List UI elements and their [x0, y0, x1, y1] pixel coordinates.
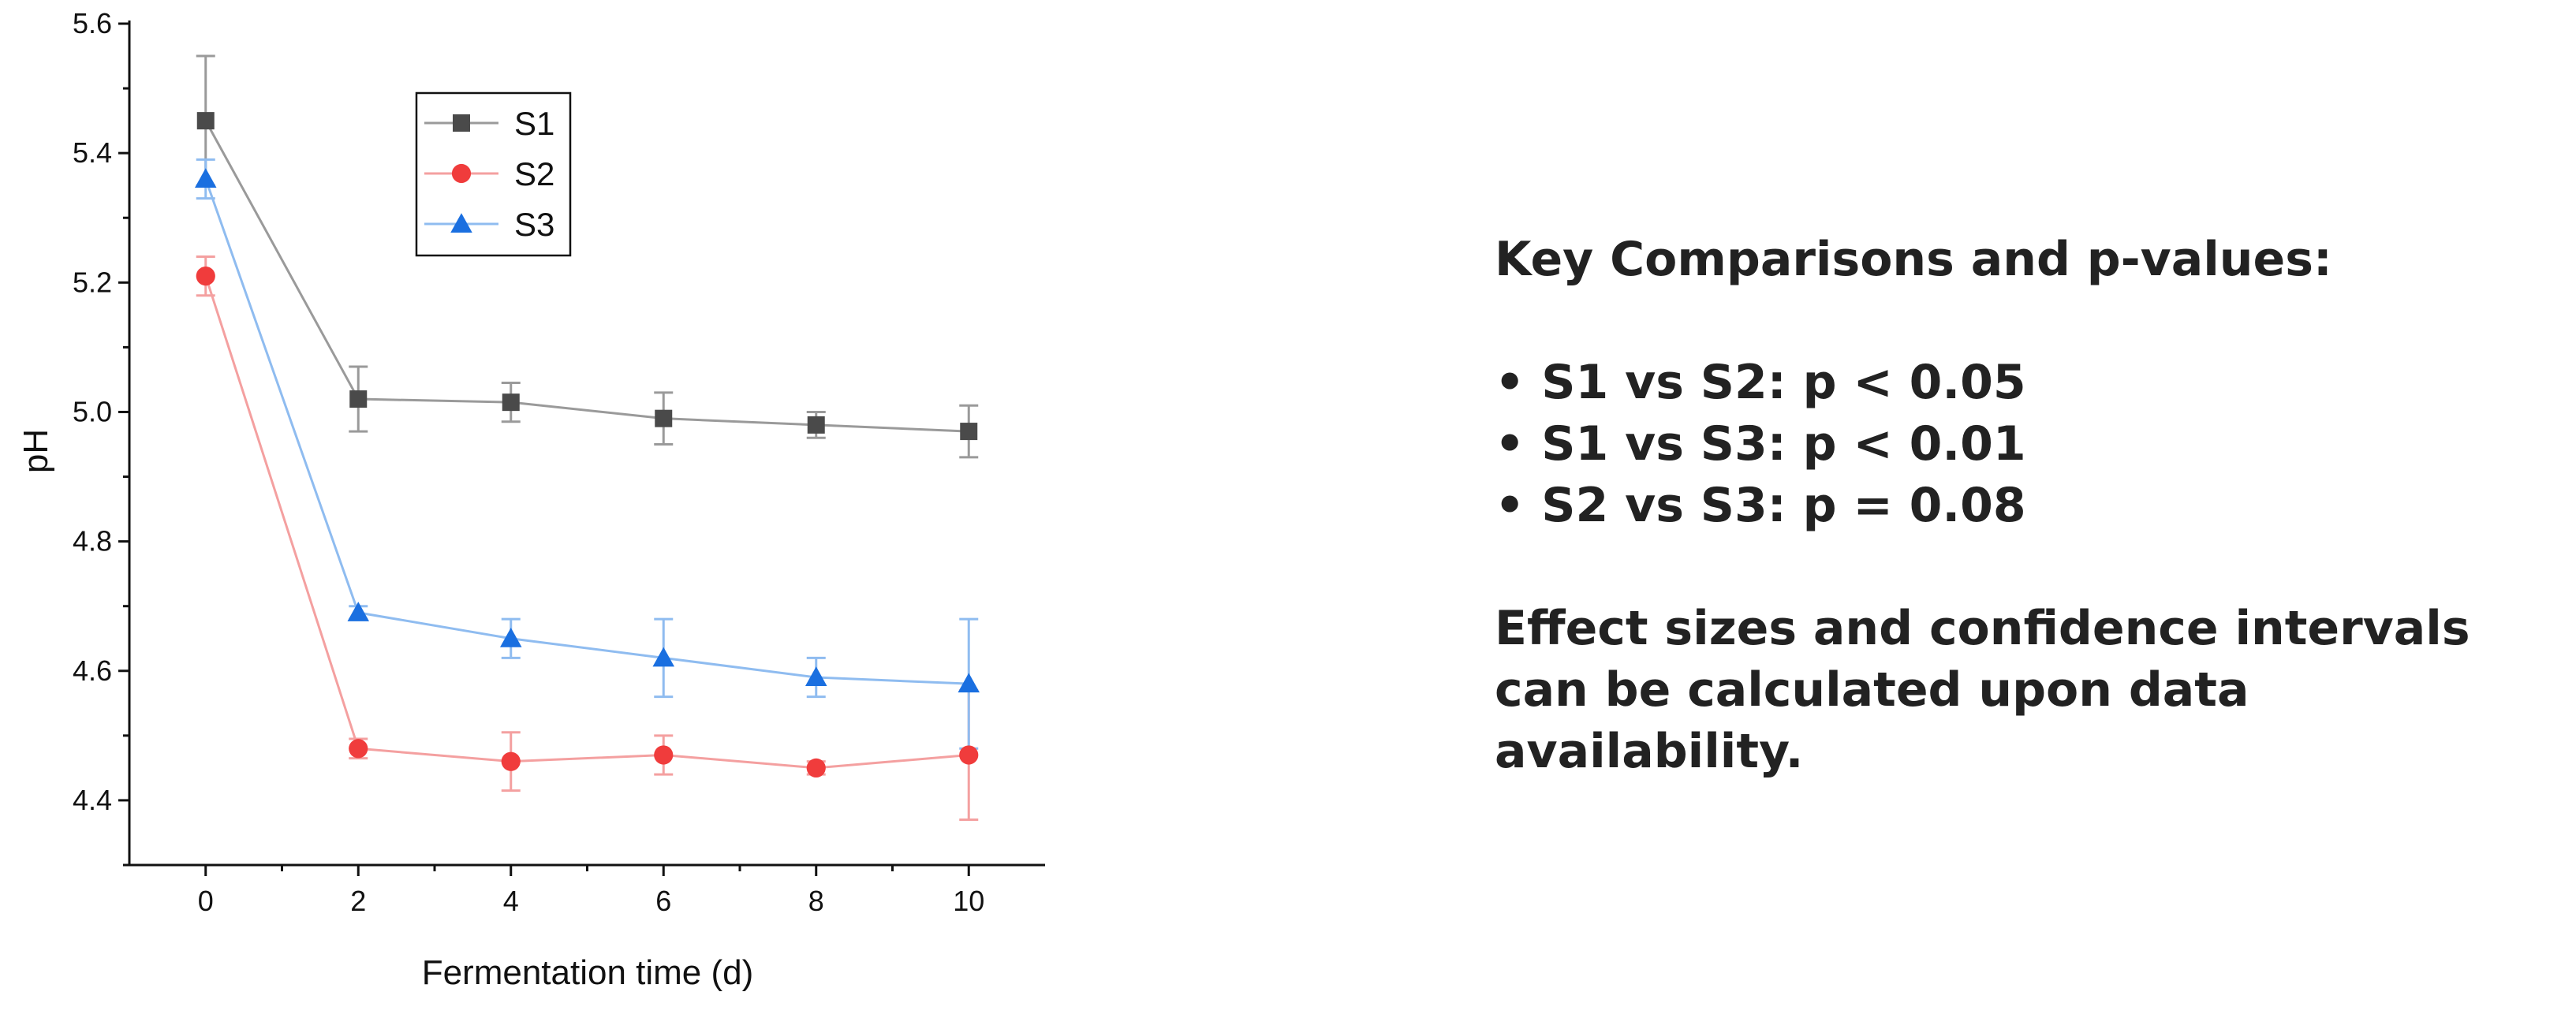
notes-footer: Effect sizes and confidence intervals ca…: [1495, 601, 2470, 779]
y-tick-label: 5.2: [73, 266, 112, 298]
axes: 4.4 4.6 4.8 5.0 5.2 5.4 5.6 0 2 4 6 8 10: [73, 7, 1045, 917]
data-point-s2: [196, 267, 215, 286]
y-tick-label: 5.6: [73, 7, 112, 39]
x-tick-label: 6: [655, 885, 671, 917]
data-point-s3: [500, 627, 522, 647]
data-point-s2: [501, 751, 521, 771]
data-point-s1: [655, 409, 673, 427]
data-point-s1: [349, 390, 368, 408]
data-point-s1: [502, 393, 520, 412]
data-point-s2: [349, 739, 368, 759]
legend-label: S3: [514, 206, 554, 243]
legend-label: S2: [514, 155, 554, 192]
data-point-s3: [347, 602, 369, 621]
y-tick-label: 4.8: [73, 525, 112, 557]
series-line-s3: [204, 178, 969, 685]
comparison-item: • S2 vs S3: p = 0.08: [1495, 478, 2026, 533]
comparison-item: • S1 vs S2: p < 0.05: [1495, 355, 2026, 410]
ph-line-chart: 4.4 4.6 4.8 5.0 5.2 5.4 5.6 0 2 4 6 8 10 S1 S2 S3 Ferm…: [17, 7, 1045, 992]
data-point-s3: [652, 647, 674, 667]
statistics-notes: Key Comparisons and p-values: • S1 vs S2…: [1495, 229, 2567, 782]
data-point-s3: [958, 673, 980, 693]
x-tick-label: 10: [953, 885, 984, 917]
error-bars: [196, 54, 979, 822]
legend-label: S1: [514, 105, 554, 142]
data-point-s1: [960, 423, 978, 441]
x-tick-label: 2: [350, 885, 366, 917]
data-point-s3: [805, 666, 827, 686]
data-point-s2: [959, 745, 979, 765]
comparison-item: • S1 vs S3: p < 0.01: [1495, 416, 2026, 472]
series-line-s1: [204, 120, 969, 433]
x-tick-label: 0: [198, 885, 214, 917]
data-point-s1: [807, 416, 825, 434]
x-axis-label: Fermentation time (d): [422, 953, 754, 992]
legend-marker: [453, 114, 470, 132]
y-tick-label: 4.4: [73, 784, 112, 816]
data-point-s2: [654, 745, 674, 765]
y-tick-label: 5.4: [73, 136, 112, 169]
y-tick-label: 5.0: [73, 395, 112, 427]
legend: S1 S2 S3: [415, 91, 572, 257]
y-tick-label: 4.6: [73, 654, 112, 687]
series-markers: [195, 112, 980, 777]
data-point-s2: [806, 758, 826, 777]
series-line-s2: [204, 275, 969, 770]
data-point-s1: [196, 112, 215, 130]
data-point-s3: [195, 168, 217, 188]
comparison-list: • S1 vs S2: p < 0.05 • S1 vs S3: p < 0.0…: [1495, 352, 2567, 536]
legend-marker: [450, 213, 472, 233]
x-tick-label: 8: [808, 885, 824, 917]
series-lines: [204, 120, 969, 770]
notes-heading: Key Comparisons and p-values:: [1495, 232, 2332, 287]
y-axis-label: pH: [17, 429, 55, 473]
x-tick-label: 4: [503, 885, 519, 917]
legend-marker: [451, 163, 472, 184]
